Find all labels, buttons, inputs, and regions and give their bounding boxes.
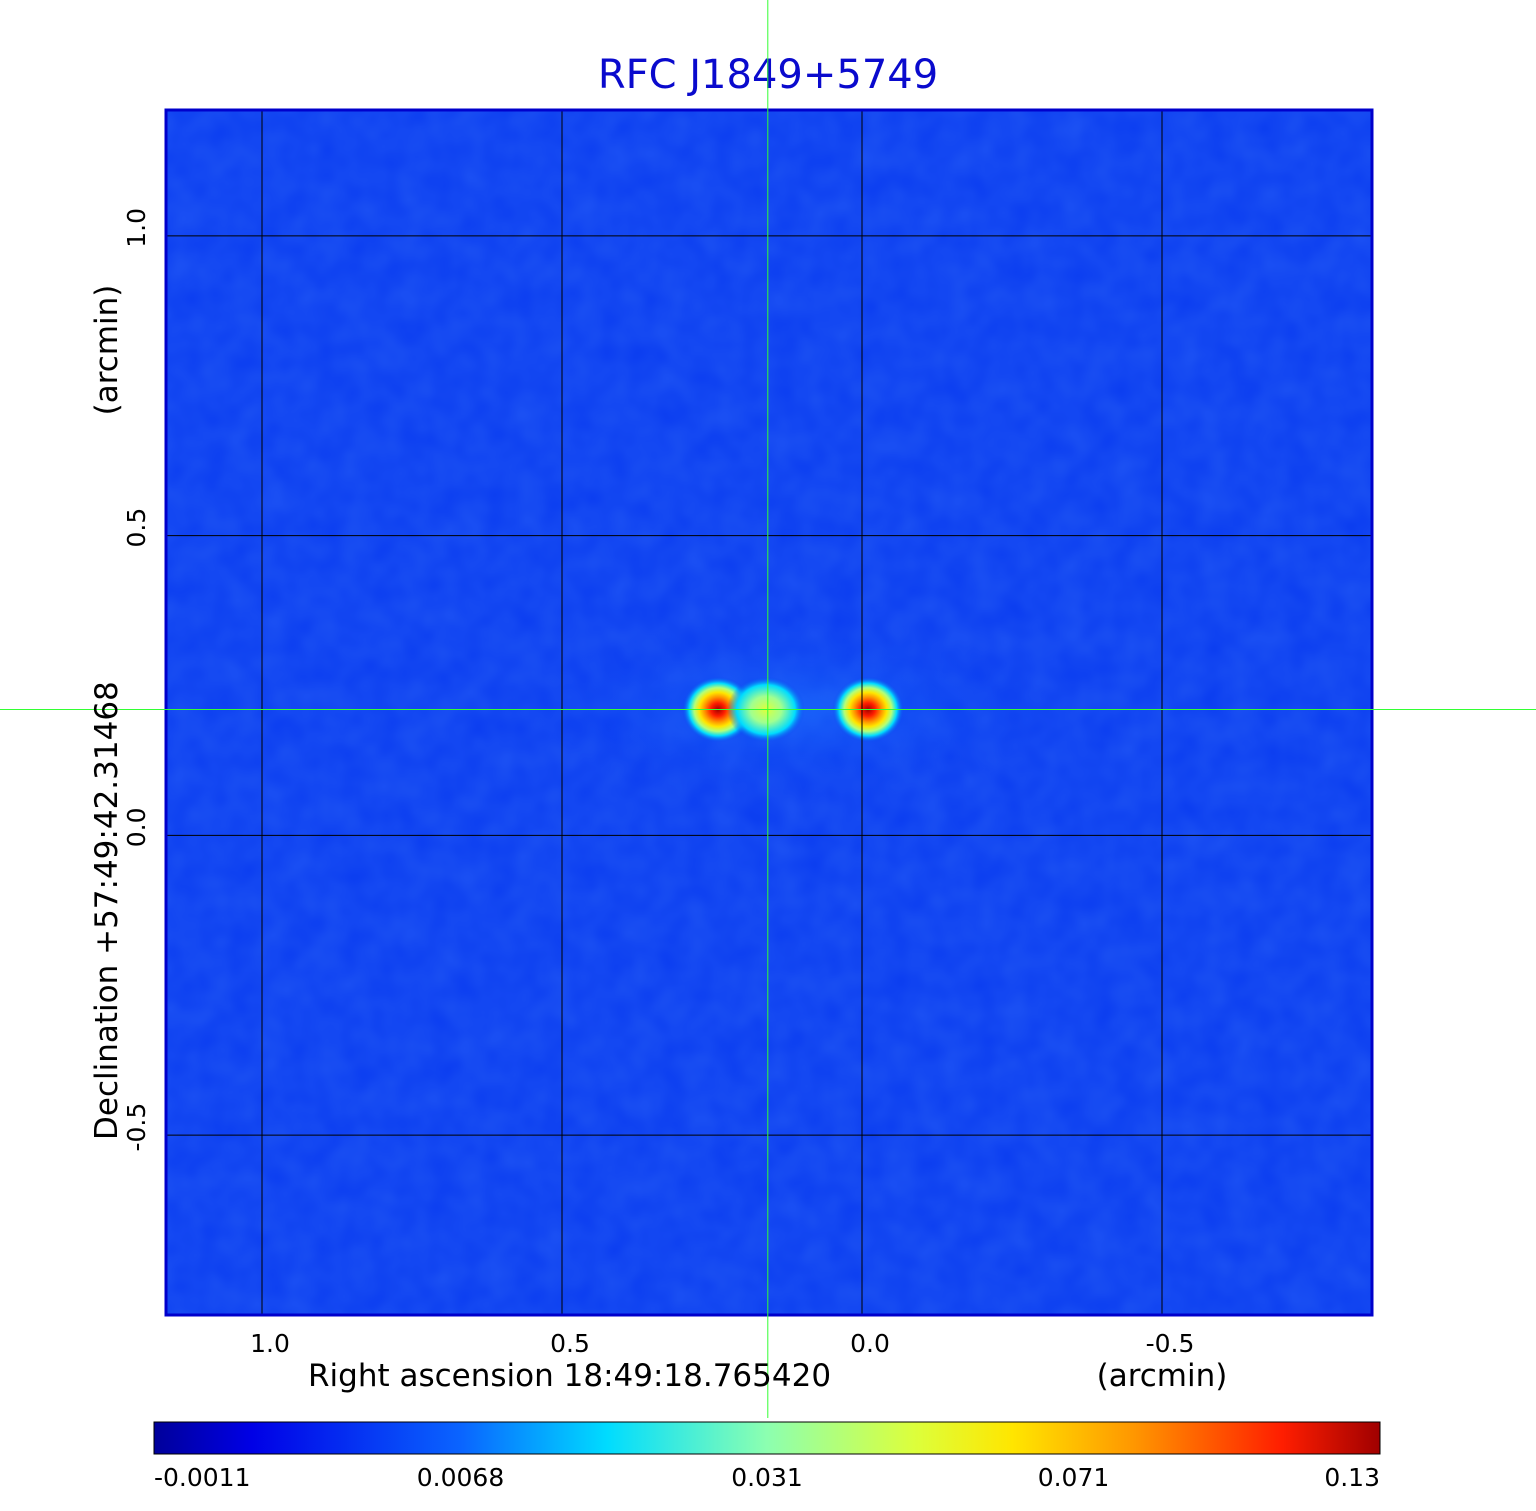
plot-area	[166, 110, 1372, 1315]
colorbar	[153, 1421, 1381, 1455]
grid-lines	[166, 110, 1372, 1315]
x-tick-label-1: 0.5	[550, 1329, 590, 1358]
colorbar-tick-labels: -0.0011 0.0068 0.031 0.071 0.13	[154, 1463, 1380, 1492]
x-axis-label: Right ascension 18:49:18.765420	[308, 1358, 831, 1394]
x-tick-labels: 1.0 0.5 0.0 -0.5	[250, 1329, 1194, 1358]
x-tick-label-0: 1.0	[250, 1329, 290, 1358]
colorbar-tick-label-0: -0.0011	[154, 1463, 251, 1492]
y-tick-labels: 1.0 0.5 0.0 -0.5	[122, 208, 151, 1152]
crosshair	[0, 0, 1536, 1418]
colorbar-tick-label-4: 0.13	[1324, 1463, 1380, 1492]
x-tick-label-3: -0.5	[1146, 1329, 1195, 1358]
plot-frame	[164, 108, 1374, 1317]
y-tick-label-3: -0.5	[122, 1103, 151, 1152]
colorbar-tick-label-3: 0.071	[1038, 1463, 1110, 1492]
x-tick-label-2: 0.0	[850, 1329, 890, 1358]
y-axis-label: Declination +57:49:42.31468	[89, 681, 125, 1140]
y-axis-unit: (arcmin)	[89, 285, 125, 416]
colorbar-tick-label-1: 0.0068	[417, 1463, 504, 1492]
colorbar-tick-label-2: 0.031	[731, 1463, 803, 1492]
y-tick-label-2: 0.0	[122, 808, 151, 848]
y-tick-label-0: 1.0	[122, 208, 151, 248]
x-axis-unit: (arcmin)	[1097, 1358, 1228, 1394]
y-tick-label-1: 0.5	[122, 508, 151, 548]
